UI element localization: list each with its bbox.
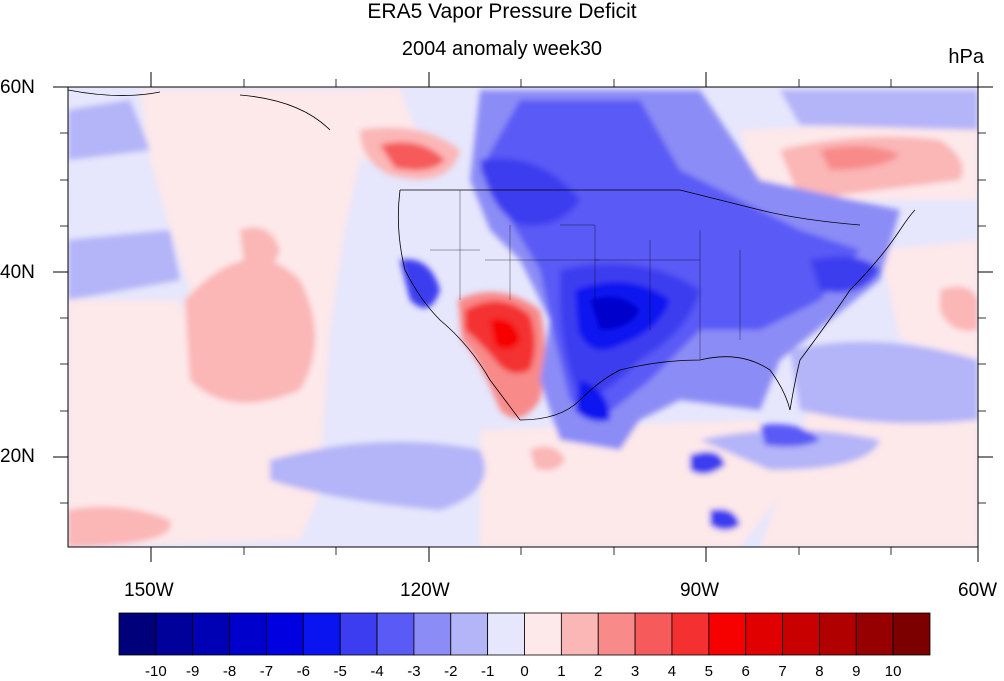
colorbar-box bbox=[560, 612, 599, 656]
lon-label-60w: 60W bbox=[958, 580, 998, 601]
lat-label-60n: 60N bbox=[0, 77, 35, 98]
map-frame bbox=[67, 86, 979, 548]
colorbar-tick-label: -6 bbox=[296, 663, 310, 680]
colorbar-tick-label: 3 bbox=[630, 663, 640, 680]
colorbar-box bbox=[450, 612, 489, 656]
colorbar-tick-label: -8 bbox=[222, 663, 237, 680]
colorbar-tick-label: -9 bbox=[186, 663, 200, 680]
map-subtitle: 2004 anomaly week30 bbox=[401, 38, 603, 60]
colorbar-box bbox=[266, 612, 304, 656]
lon-label-90w: 90W bbox=[680, 580, 720, 601]
colorbar-box bbox=[819, 612, 857, 656]
colorbar-tick-label: 2 bbox=[594, 663, 603, 680]
colorbar-box bbox=[487, 612, 525, 656]
colorbar-tick-label: 1 bbox=[557, 663, 566, 680]
colorbar-box bbox=[192, 612, 230, 656]
lon-label-150w: 150W bbox=[124, 580, 174, 601]
colorbar-box bbox=[118, 612, 157, 656]
colorbar-box bbox=[339, 612, 378, 656]
colorbar-tick-label: 4 bbox=[667, 663, 677, 680]
colorbar-box bbox=[782, 612, 820, 656]
colorbar-box bbox=[302, 612, 341, 656]
colorbar-tick-label: 6 bbox=[741, 663, 750, 680]
colorbar-box bbox=[155, 612, 194, 656]
colorbar-tick-label: -2 bbox=[444, 663, 458, 680]
colorbar-box bbox=[855, 612, 894, 656]
colorbar-box bbox=[229, 612, 267, 656]
colorbar-box bbox=[524, 612, 562, 656]
colorbar-tick-label: -5 bbox=[333, 663, 347, 680]
colorbar-tick-label: 8 bbox=[815, 663, 824, 680]
colorbar-tick-label: -1 bbox=[480, 663, 495, 680]
anomaly-field bbox=[68, 87, 978, 547]
colorbar bbox=[118, 612, 931, 656]
map-title: ERA5 Vapor Pressure Deficit bbox=[367, 0, 637, 23]
colorbar-tick-label: 9 bbox=[852, 663, 861, 680]
axis-ticks bbox=[53, 72, 993, 562]
colorbar-box bbox=[671, 612, 710, 656]
colorbar-box bbox=[376, 612, 415, 656]
colorbar-box bbox=[413, 612, 452, 656]
lat-label-20n: 20N bbox=[0, 446, 35, 467]
colorbar-tick-label: -3 bbox=[407, 663, 421, 680]
colorbar-tick-label: 5 bbox=[704, 663, 713, 680]
colorbar-box bbox=[708, 612, 747, 656]
colorbar-box bbox=[597, 612, 636, 656]
colorbar-tick-label: -7 bbox=[259, 663, 274, 680]
coastlines bbox=[68, 89, 916, 421]
state-borders bbox=[430, 190, 741, 360]
colorbar-tick-label: -4 bbox=[370, 663, 384, 680]
colorbar-tick-label: -10 bbox=[145, 663, 167, 680]
lat-label-40n: 40N bbox=[0, 262, 35, 283]
units-label: hPa bbox=[948, 46, 984, 68]
colorbar-tick-label: 7 bbox=[778, 663, 787, 680]
colorbar-box bbox=[892, 612, 931, 656]
colorbar-tick-label: 0 bbox=[520, 663, 529, 680]
lon-label-120w: 120W bbox=[400, 580, 450, 601]
colorbar-tick-label: 10 bbox=[884, 663, 902, 680]
colorbar-box bbox=[745, 612, 783, 656]
colorbar-box bbox=[634, 612, 673, 656]
